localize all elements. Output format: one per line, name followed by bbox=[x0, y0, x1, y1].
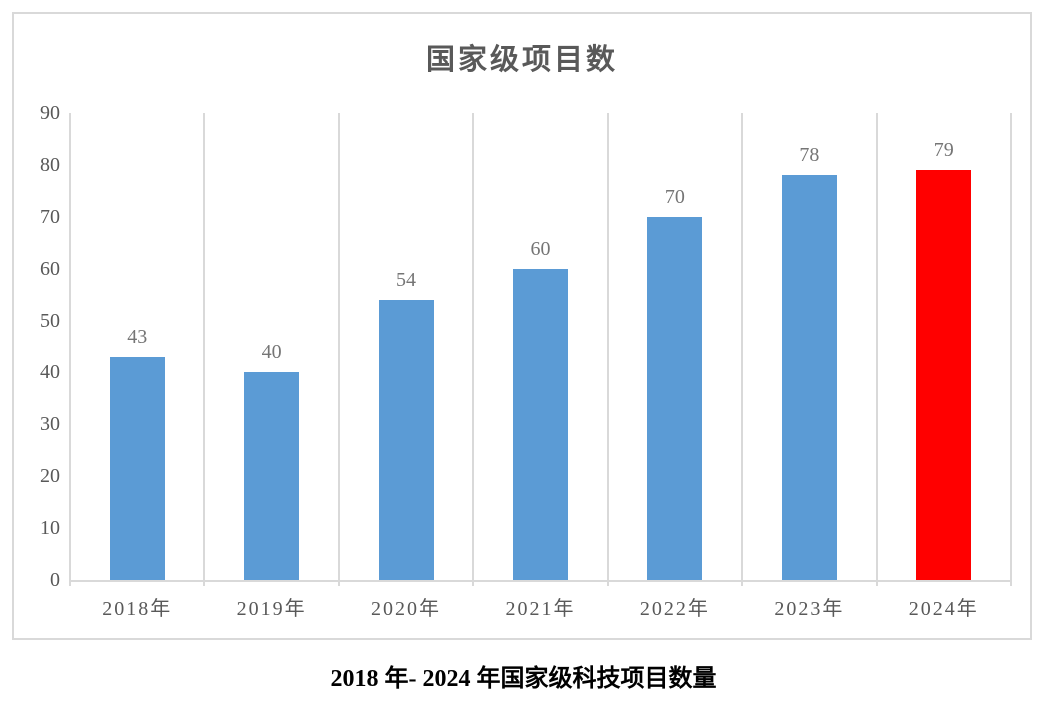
plot-area: 0 10 20 30 40 50 60 70 80 90 43 40 54 60 70 78 79 2018年… bbox=[40, 103, 1012, 620]
bar-value-label: 60 bbox=[530, 237, 551, 260]
y-tick-label: 90 bbox=[40, 102, 60, 124]
bar-value-label: 78 bbox=[799, 144, 820, 167]
bar-2022年 bbox=[647, 216, 703, 580]
chart-caption: 2018 年- 2024 年国家级科技项目数量 bbox=[330, 666, 717, 692]
category-gridline bbox=[606, 113, 609, 586]
y-tick-label: 40 bbox=[40, 361, 60, 384]
category-gridline bbox=[875, 113, 878, 586]
x-tick-label: 2024年 bbox=[908, 598, 979, 620]
x-tick-label: 2018年 bbox=[102, 598, 173, 620]
category-gridline bbox=[337, 113, 340, 586]
bar-value-label: 40 bbox=[261, 341, 282, 364]
y-tick-label: 10 bbox=[40, 517, 60, 540]
bar-value-label: 70 bbox=[664, 185, 685, 208]
x-tick-label: 2019年 bbox=[236, 598, 307, 620]
x-axis-line bbox=[70, 580, 1011, 582]
bar-value-label: 43 bbox=[127, 325, 148, 348]
x-tick-label: 2023年 bbox=[774, 598, 845, 620]
bar-2018年 bbox=[109, 356, 165, 580]
y-tick-label: 70 bbox=[40, 205, 60, 228]
category-gridline bbox=[203, 113, 206, 586]
bar-2020年 bbox=[378, 299, 434, 580]
x-tick-label: 2020年 bbox=[371, 598, 442, 620]
category-gridline bbox=[472, 113, 475, 586]
x-tick-label: 2021年 bbox=[505, 598, 576, 620]
y-tick-label: 30 bbox=[40, 413, 60, 436]
category-gridline bbox=[741, 113, 744, 586]
y-tick-label: 60 bbox=[40, 257, 60, 280]
y-tick-label: 20 bbox=[40, 465, 60, 488]
bar-value-label: 54 bbox=[396, 268, 417, 291]
bar-2021年 bbox=[513, 268, 568, 580]
y-tick-label: 0 bbox=[50, 569, 60, 591]
category-gridline bbox=[1010, 113, 1012, 586]
y-axis-line bbox=[69, 113, 71, 586]
chart-frame: 国家级项目数 0 10 20 30 40 50 60 70 80 90 43 40 54 60 70 78 7… bbox=[12, 12, 1032, 640]
bar-2023年 bbox=[781, 175, 837, 580]
y-tick-label: 80 bbox=[40, 153, 60, 176]
bar-2024年 bbox=[916, 170, 972, 580]
y-tick-label: 50 bbox=[40, 309, 60, 332]
bar-2019年 bbox=[244, 372, 300, 580]
chart-title: 国家级项目数 bbox=[425, 42, 618, 76]
x-tick-label: 2022年 bbox=[639, 598, 710, 620]
bar-value-label: 79 bbox=[933, 139, 954, 162]
